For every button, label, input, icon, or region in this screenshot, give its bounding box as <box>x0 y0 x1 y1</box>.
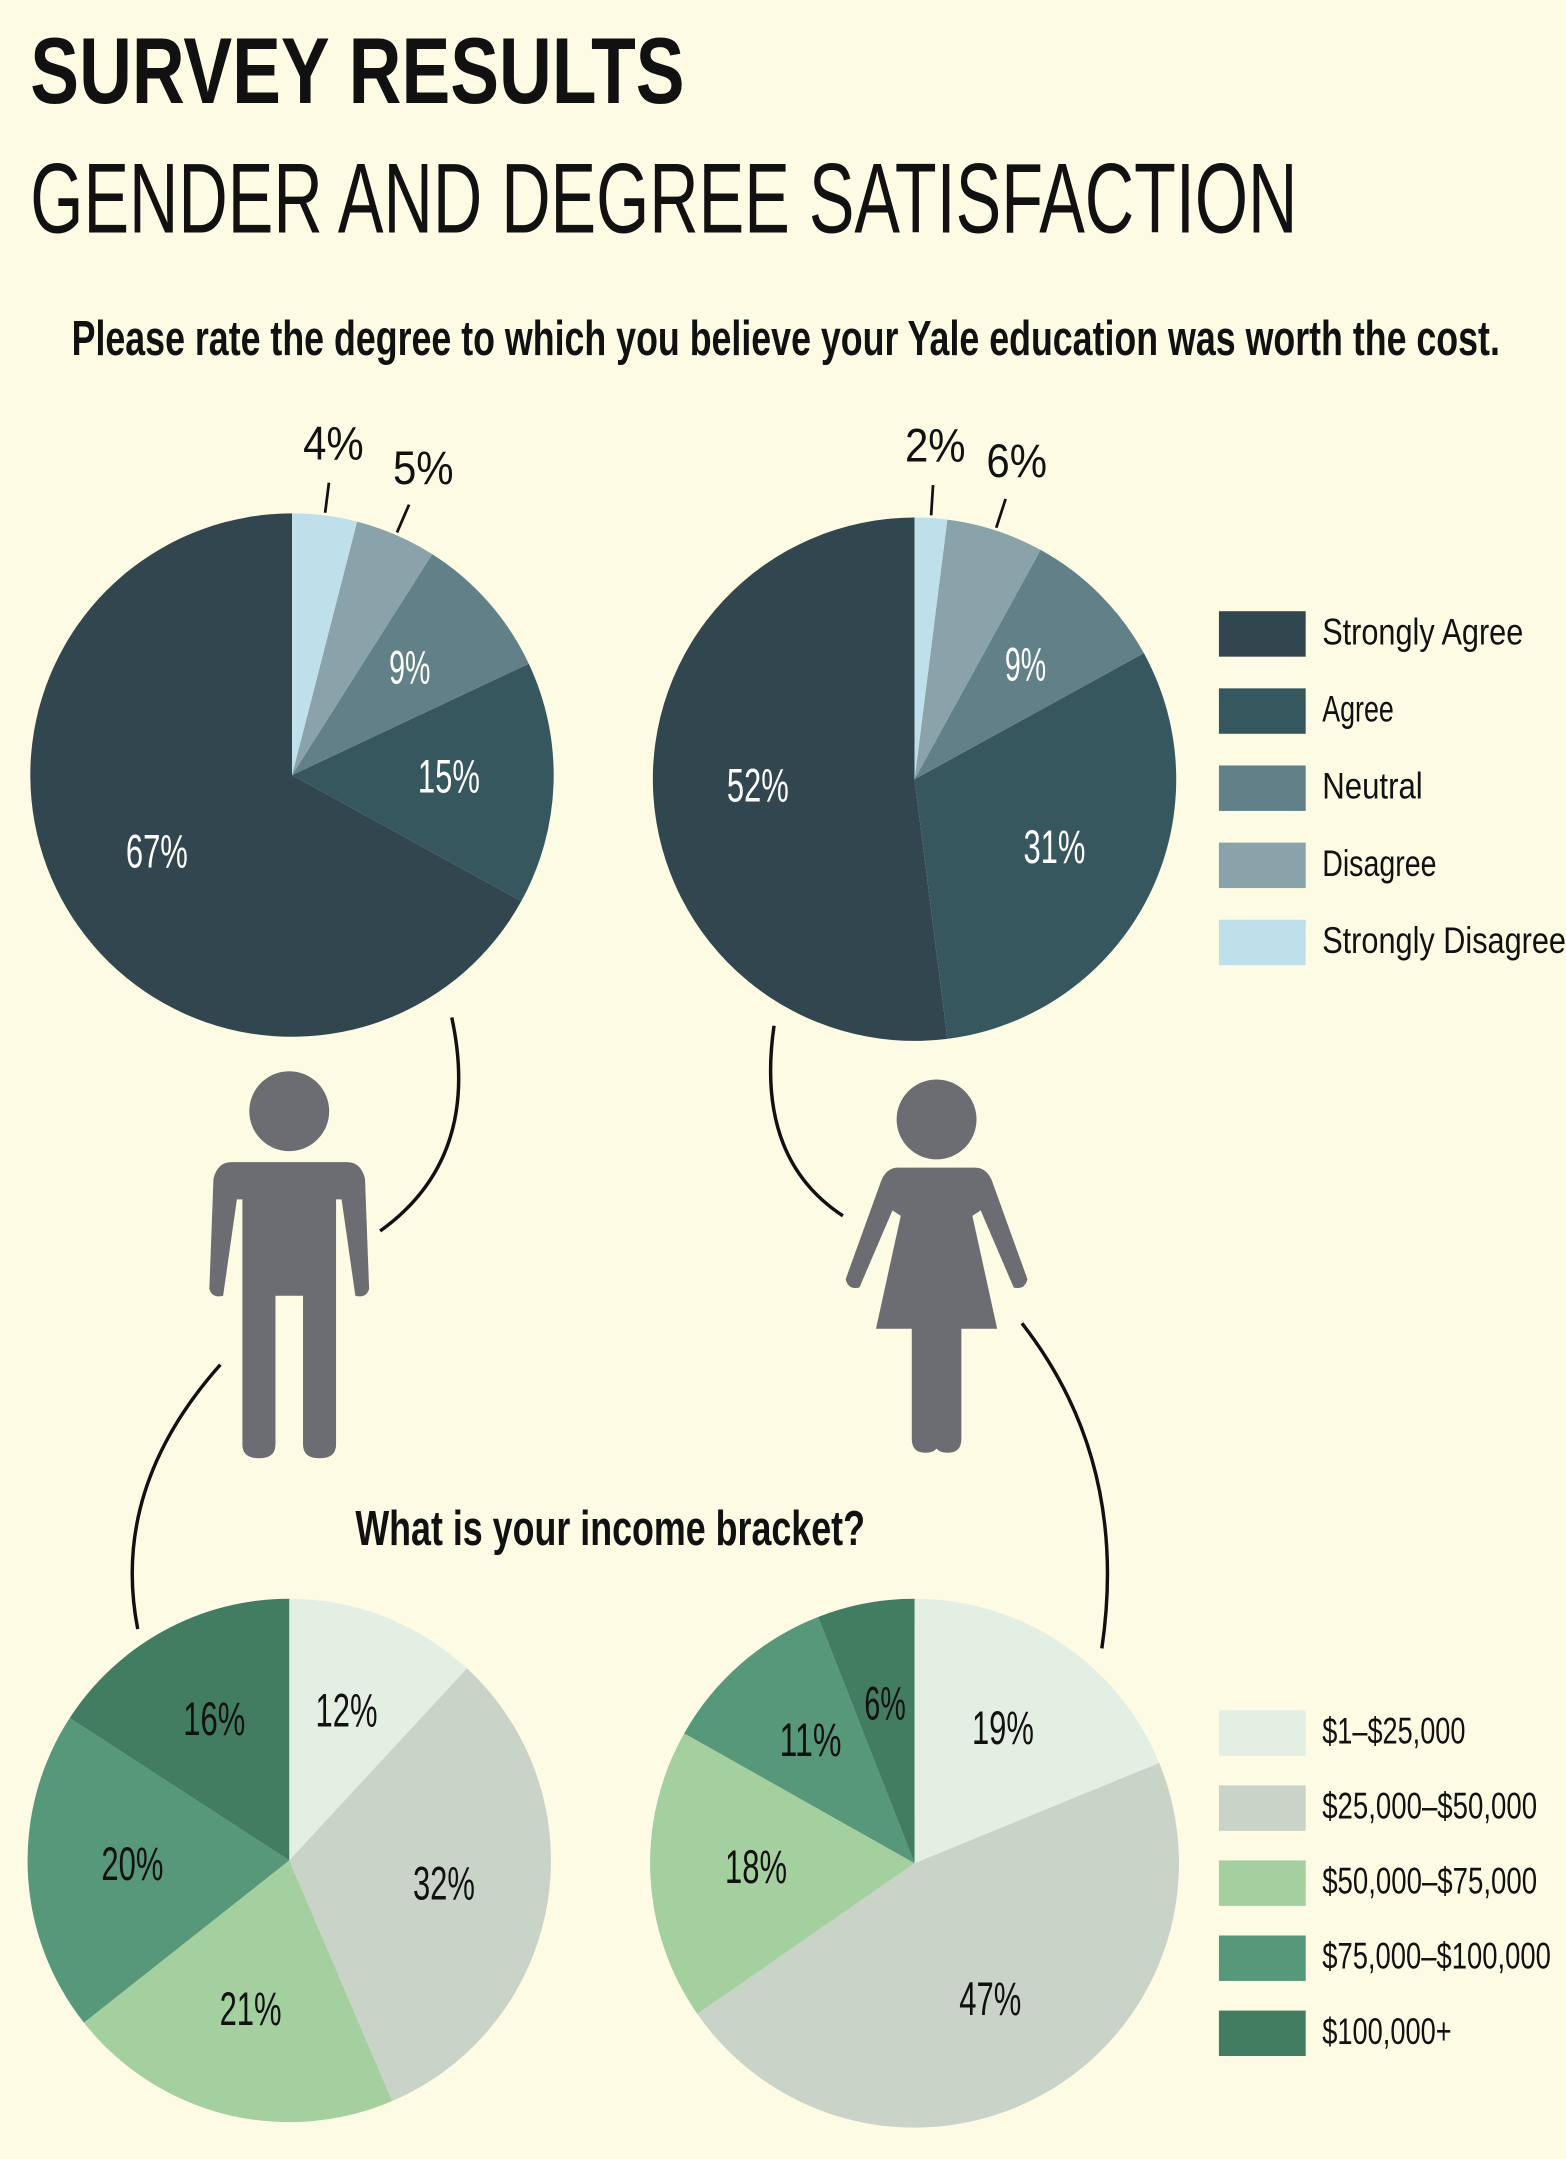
pie-slice <box>291 554 529 776</box>
pie-slice <box>30 513 522 1037</box>
pie-slice <box>914 653 1177 1039</box>
data-label: 16% <box>183 1693 245 1745</box>
leader-line <box>323 482 331 513</box>
pie-slice <box>27 1718 290 2023</box>
legend-label: $1–$25,000 <box>1322 1710 1465 1752</box>
data-label: 6% <box>864 1678 905 1730</box>
pie-slice <box>69 1598 290 1861</box>
data-label: 15% <box>418 750 480 802</box>
pie-slice <box>914 1598 1160 1864</box>
legend-label: Strongly Agree <box>1322 610 1523 652</box>
subtitle: GENDER AND DEGREE SATISFACTION <box>30 143 1297 254</box>
leader-line <box>994 498 1007 529</box>
pie-slice <box>291 663 554 902</box>
legend-swatch <box>1218 919 1306 966</box>
data-label: 67% <box>126 825 188 877</box>
leader-line <box>395 504 411 533</box>
pie-slice <box>914 549 1144 780</box>
connector <box>1020 1322 1110 1649</box>
pie-slice <box>818 1598 915 1864</box>
data-label: 20% <box>101 1838 163 1890</box>
pie-slice <box>650 1733 915 2014</box>
pie-slice <box>289 1598 467 1861</box>
woman-icon <box>845 1079 1028 1453</box>
legend-label: Agree <box>1322 688 1394 730</box>
data-label: 19% <box>972 1702 1034 1754</box>
legend-swatch <box>1218 842 1306 889</box>
legend-label: $100,000+ <box>1322 2010 1451 2052</box>
data-label: 5% <box>393 442 454 494</box>
data-label: 12% <box>316 1685 378 1737</box>
connector <box>130 1363 222 1630</box>
pie-slice <box>652 517 948 1041</box>
pie-slice <box>914 517 948 780</box>
leader-line <box>929 484 935 516</box>
question: Please rate the degree to which you beli… <box>72 310 1500 366</box>
legend-swatch <box>1218 1785 1306 1831</box>
data-label: 9% <box>1005 639 1046 691</box>
legend-label: $75,000–$100,000 <box>1322 1935 1551 1977</box>
pie-slice <box>697 1762 1179 2128</box>
data-label: 31% <box>1023 821 1085 873</box>
data-label: 4% <box>303 418 364 470</box>
legend-swatch <box>1218 1710 1306 1756</box>
data-label: 18% <box>725 1841 787 1893</box>
legend-swatch <box>1218 1935 1306 1981</box>
legend-swatch <box>1218 1860 1306 1906</box>
data-label: 6% <box>986 435 1047 487</box>
legend-label: Neutral <box>1322 765 1423 807</box>
question: What is your income bracket? <box>355 1500 865 1556</box>
pie-slice <box>291 521 433 776</box>
pie-slice <box>684 1616 915 1864</box>
title: SURVEY RESULTS <box>30 18 684 123</box>
data-label: 47% <box>959 1973 1021 2025</box>
data-label: 2% <box>905 420 966 472</box>
pie-slice <box>291 513 358 776</box>
legend-swatch <box>1218 765 1306 811</box>
data-label: 21% <box>220 1983 282 2035</box>
data-label: 52% <box>727 759 789 811</box>
data-label: 11% <box>779 1714 841 1766</box>
legend-label: $50,000–$75,000 <box>1322 1860 1537 1902</box>
legend-swatch <box>1218 611 1306 657</box>
data-label: 9% <box>389 642 430 694</box>
connector <box>379 1017 461 1233</box>
pie-slice <box>83 1860 393 2123</box>
man-icon <box>209 1071 370 1459</box>
pie-slice <box>914 519 1041 780</box>
legend-label: $25,000–$50,000 <box>1322 1785 1537 1827</box>
legend-label: Strongly Disagree <box>1322 919 1566 961</box>
legend-swatch <box>1218 688 1306 734</box>
pie-slice <box>289 1668 551 2102</box>
legend-swatch <box>1218 2010 1306 2057</box>
connector <box>768 1025 844 1218</box>
legend-label: Disagree <box>1322 842 1436 884</box>
data-label: 32% <box>413 1858 475 1910</box>
